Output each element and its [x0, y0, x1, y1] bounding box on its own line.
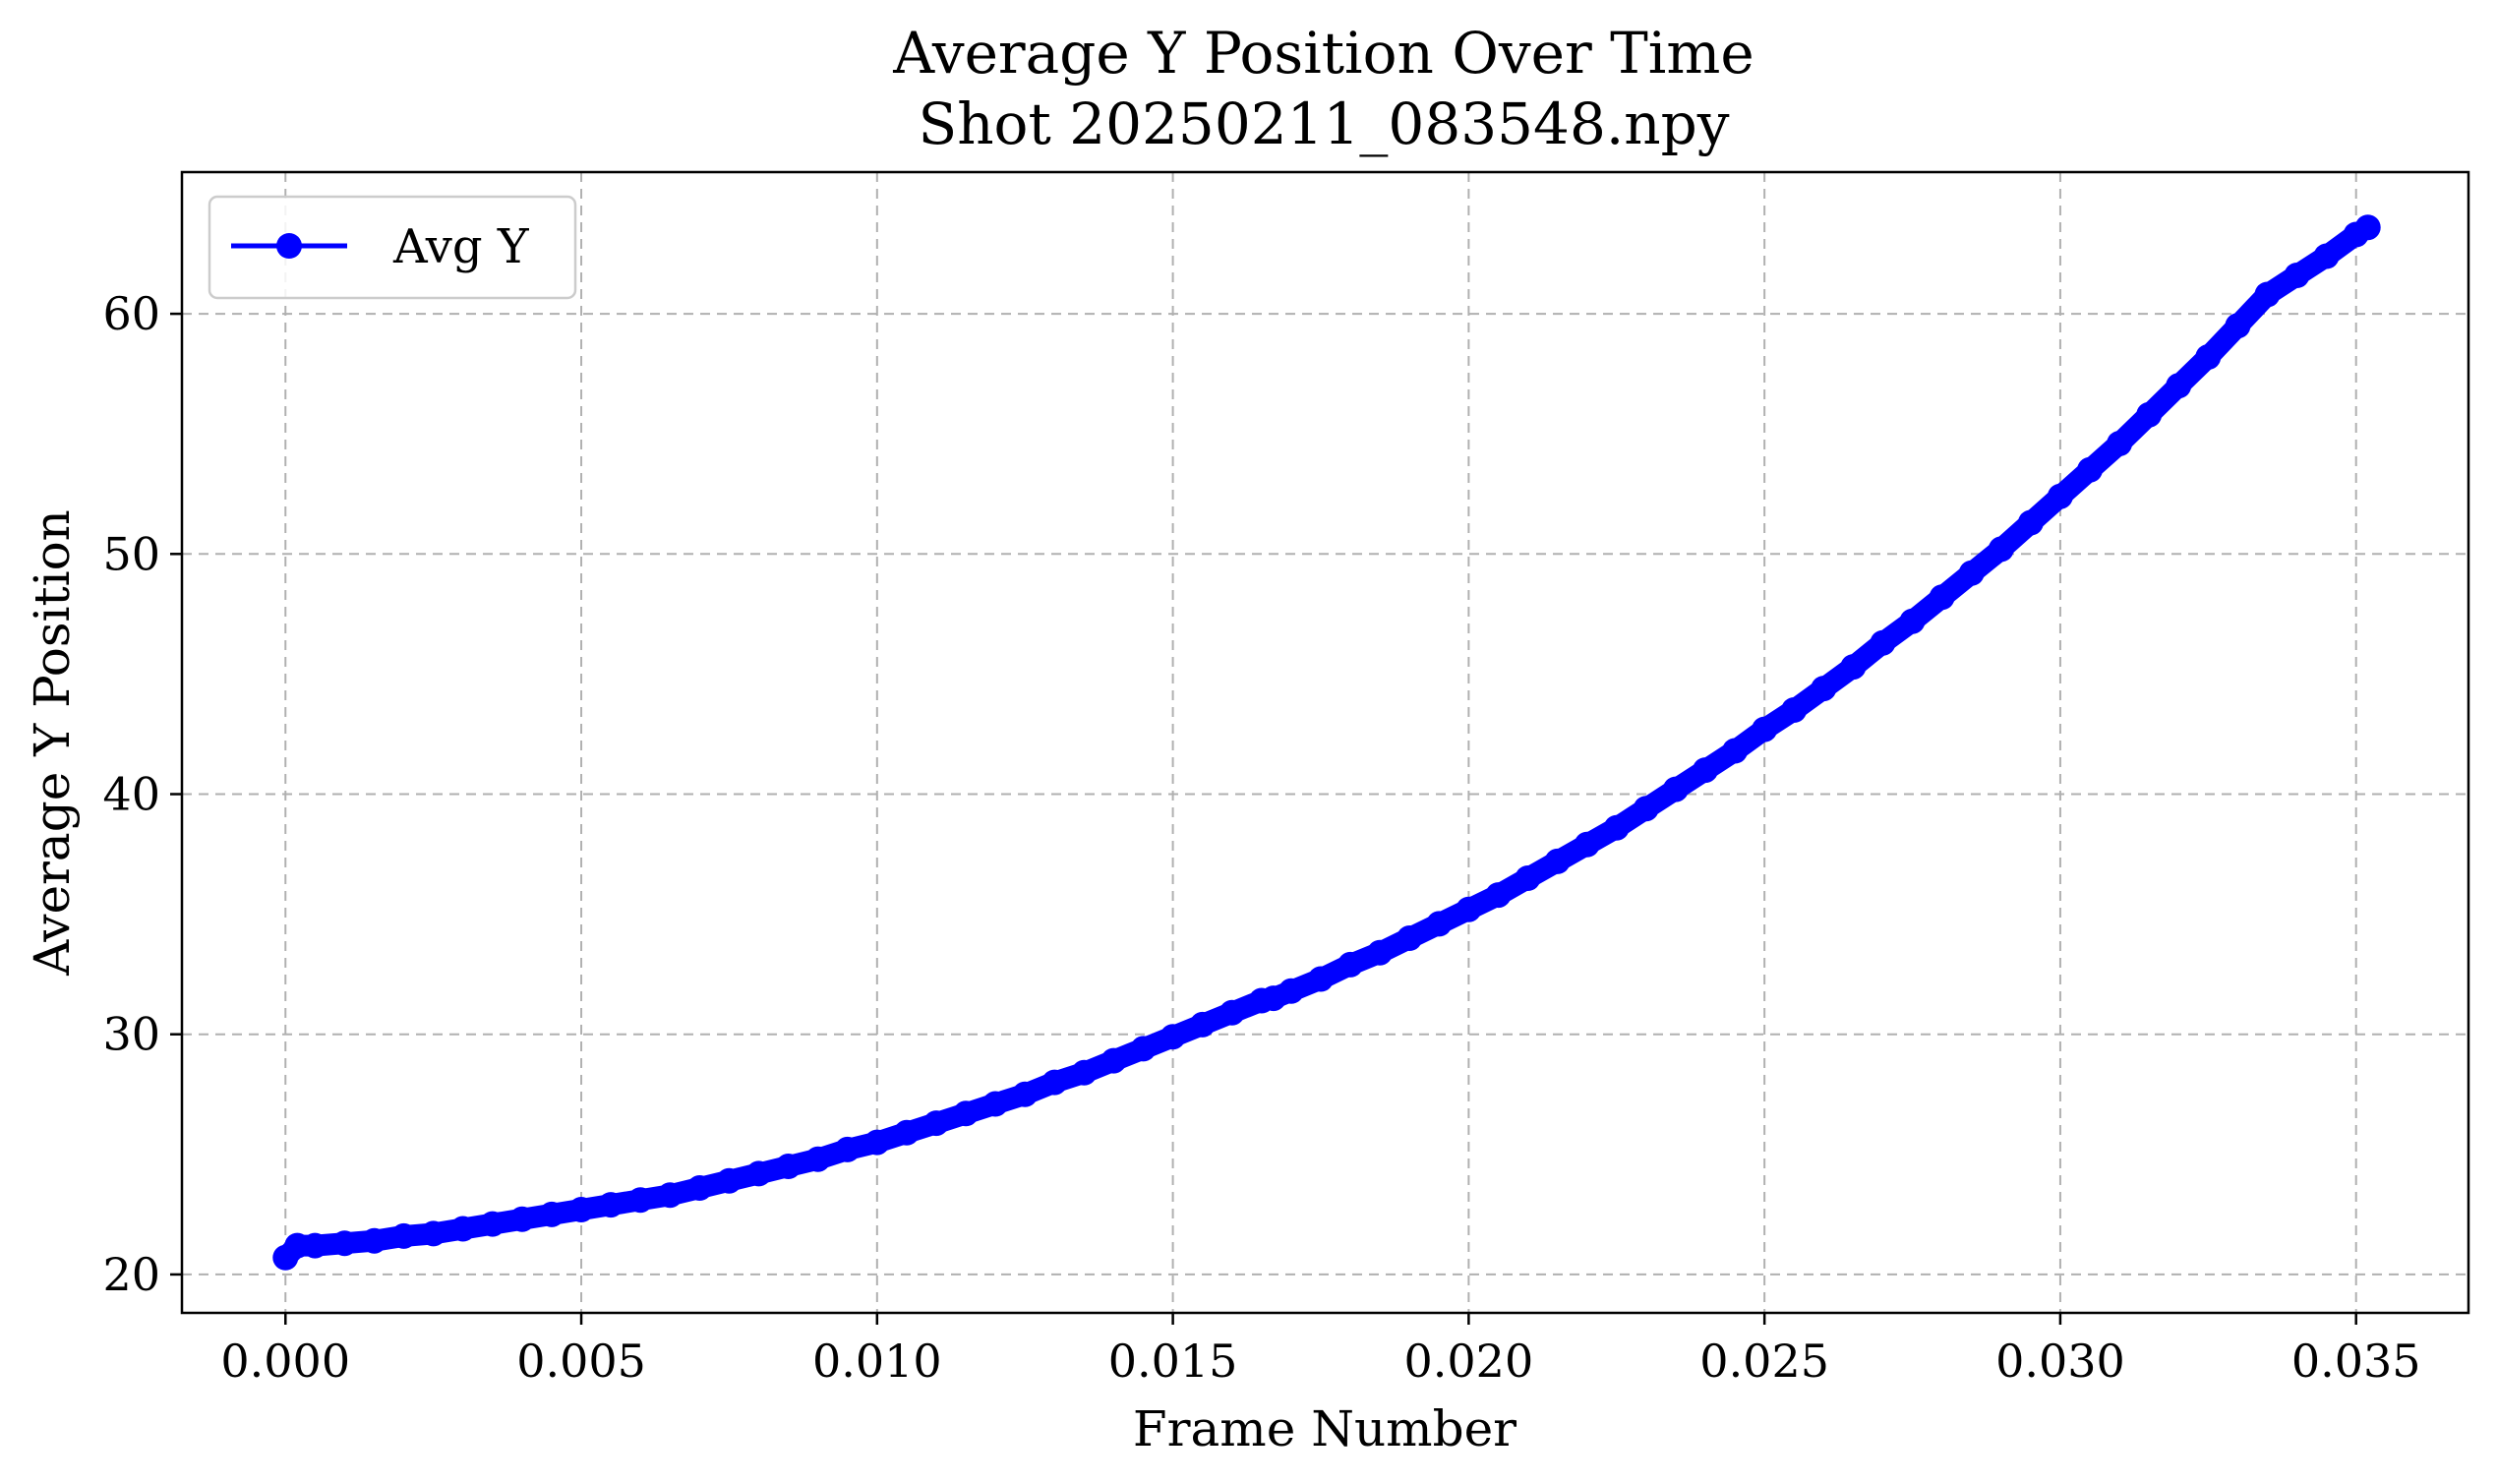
- data-point: [2166, 373, 2192, 399]
- x-axis-label: Frame Number: [1133, 1400, 1516, 1457]
- data-point: [539, 1201, 565, 1227]
- data-point: [1426, 911, 1453, 937]
- data-point: [1958, 560, 1985, 586]
- y-tick-label: 30: [102, 1008, 160, 1061]
- y-axis-label: Average Y Position: [24, 509, 81, 977]
- data-point: [2136, 401, 2163, 428]
- data-point: [686, 1175, 713, 1201]
- data-point: [804, 1146, 831, 1172]
- data-point: [1988, 536, 2014, 563]
- data-point: [2077, 456, 2103, 483]
- data-point: [627, 1187, 654, 1214]
- grid: [182, 172, 2468, 1313]
- data-point: [1929, 584, 1955, 611]
- data-point: [1603, 814, 1630, 841]
- data-point: [1870, 629, 1896, 656]
- plot-frame: [180, 170, 2470, 1315]
- data-point: [2195, 344, 2222, 370]
- data-point: [1012, 1081, 1039, 1107]
- data-point: [361, 1227, 387, 1254]
- series-layer: [272, 214, 2381, 1271]
- data-point: [1544, 848, 1571, 874]
- y-tick-label: 40: [102, 768, 160, 821]
- x-tick-label: 0.025: [1699, 1335, 1829, 1388]
- data-point: [390, 1222, 417, 1249]
- data-point: [568, 1197, 594, 1222]
- data-point: [1485, 882, 1512, 909]
- data-point: [2017, 509, 2044, 536]
- legend-label: Avg Y: [392, 219, 530, 274]
- data-point: [1130, 1036, 1157, 1062]
- data-point: [923, 1110, 949, 1137]
- data-point: [1367, 939, 1394, 966]
- data-point: [1781, 697, 1808, 723]
- data-point: [449, 1216, 476, 1242]
- data-point: [1219, 999, 1245, 1026]
- data-point: [2254, 281, 2281, 308]
- data-point: [1397, 925, 1423, 951]
- data-point: [2313, 243, 2340, 269]
- data-point: [331, 1230, 358, 1257]
- data-point: [1189, 1011, 1216, 1038]
- data-point: [953, 1100, 980, 1127]
- data-point: [1840, 654, 1867, 681]
- data-point: [1308, 966, 1334, 992]
- data-point: [508, 1206, 535, 1232]
- data-point: [1071, 1059, 1098, 1086]
- data-point: [716, 1167, 743, 1194]
- legend: Avg Y: [208, 195, 577, 300]
- data-point: [1693, 757, 1718, 784]
- y-tick-label: 20: [102, 1248, 160, 1301]
- data-point: [1722, 738, 1749, 764]
- data-point: [1338, 951, 1364, 978]
- data-point: [302, 1232, 328, 1259]
- x-tick-label: 0.035: [2291, 1335, 2421, 1388]
- data-point: [1811, 676, 1837, 702]
- data-point: [657, 1182, 684, 1209]
- data-point: [284, 1232, 311, 1259]
- data-point: [1662, 776, 1689, 802]
- data-point: [1752, 716, 1778, 742]
- data-point: [2354, 214, 2381, 241]
- data-point: [2225, 313, 2251, 339]
- data-point: [982, 1091, 1009, 1117]
- data-point: [863, 1129, 890, 1156]
- data-point: [1515, 865, 1541, 891]
- data-point: [1278, 978, 1304, 1004]
- data-point: [775, 1154, 802, 1179]
- chart-subtitle: Shot 20250211_083548.npy: [918, 90, 1729, 157]
- data-point: [1574, 831, 1600, 858]
- series-line: [274, 216, 2379, 1269]
- data-point: [2047, 483, 2073, 509]
- data-point: [479, 1211, 505, 1237]
- data-point: [1633, 796, 1659, 822]
- data-point: [1456, 896, 1482, 922]
- data-point: [1041, 1069, 1068, 1096]
- data-point: [2284, 263, 2310, 288]
- y-tick-label: 50: [102, 527, 160, 580]
- legend-box: [208, 195, 577, 300]
- data-point: [2107, 431, 2133, 456]
- x-tick-label: 0.000: [220, 1335, 350, 1388]
- data-point: [598, 1192, 624, 1218]
- x-tick-label: 0.005: [516, 1335, 646, 1388]
- data-point: [893, 1119, 920, 1146]
- legend-marker: [276, 233, 302, 259]
- x-tick-label: 0.030: [1995, 1335, 2125, 1388]
- data-point: [1899, 608, 1926, 634]
- data-point: [745, 1160, 772, 1187]
- x-tick-label: 0.010: [812, 1335, 942, 1388]
- data-point: [1100, 1047, 1127, 1074]
- axis-ticks: 0.000 0.005 0.010 0.015 0.020 0.025 0.030 0.035…: [102, 287, 2420, 1388]
- data-point: [420, 1220, 446, 1247]
- data-point: [1159, 1024, 1186, 1050]
- y-tick-label: 60: [102, 287, 160, 340]
- x-tick-label: 0.020: [1404, 1335, 1534, 1388]
- data-point: [834, 1136, 861, 1162]
- x-tick-label: 0.015: [1108, 1335, 1238, 1388]
- chart-title: Average Y Position Over Time: [892, 20, 1754, 87]
